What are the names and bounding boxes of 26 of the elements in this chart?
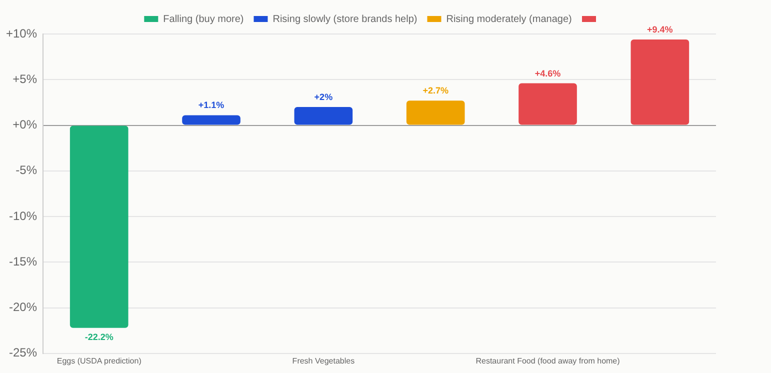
x-tick-label: Eggs (USDA prediction)	[56, 356, 142, 366]
y-tick-label: +5%	[12, 72, 38, 86]
x-tick-label: Fresh Vegetables	[292, 356, 355, 366]
y-tick-label: -25%	[9, 346, 38, 360]
legend-label: Rising moderately (manage)	[446, 14, 572, 25]
bar	[70, 126, 128, 328]
bar	[294, 107, 353, 125]
y-tick-label: -5%	[16, 163, 38, 178]
data-label: +2.7%	[422, 86, 448, 96]
bar	[518, 83, 577, 125]
data-label: +1.1%	[198, 100, 224, 110]
data-label: +9.4%	[647, 24, 673, 34]
data-label: +2%	[314, 92, 333, 102]
bar	[182, 115, 240, 125]
data-label: +4.6%	[534, 68, 561, 78]
y-tick-label: +10%	[6, 26, 38, 40]
bar	[630, 39, 690, 125]
legend-label: Falling (buy more)	[163, 14, 244, 25]
y-tick-label: -15%	[9, 254, 38, 268]
legend-label: Rising slowly (store brands help)	[272, 14, 418, 25]
y-tick-label: -10%	[9, 208, 38, 223]
y-tick-label: +0%	[12, 118, 38, 132]
x-tick-label: Restaurant Food (food away from home)	[476, 356, 620, 366]
data-label: -22.2%	[84, 332, 114, 342]
bar	[406, 100, 465, 125]
y-tick-label: -20%	[9, 300, 38, 314]
